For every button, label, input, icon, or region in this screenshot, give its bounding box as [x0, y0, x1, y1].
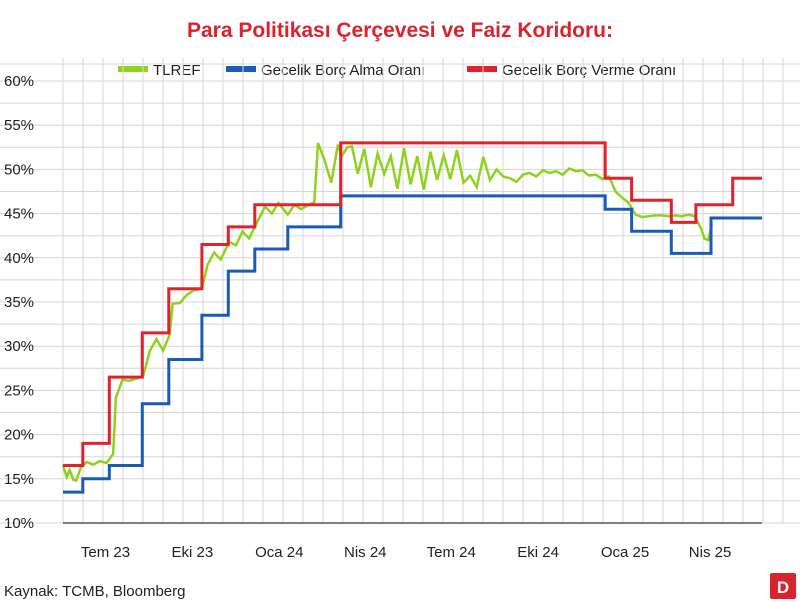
x-tick-label: Eki 23 — [172, 544, 214, 561]
y-tick-label: 20% — [4, 427, 34, 444]
brand-badge-box — [770, 573, 796, 599]
x-axis-ticks: Tem 23 Eki 23 Oca 24 Nis 24 Tem 24 Eki 24 Oca … — [81, 544, 731, 561]
y-tick-label: 60% — [4, 73, 34, 90]
x-tick-label: Eki 24 — [517, 544, 559, 561]
chart-title: Para Politikası Çerçevesi ve Faiz Korido… — [187, 19, 613, 42]
x-tick-label: Oca 24 — [255, 544, 303, 561]
y-axis-ticks: 60% 55% 50% 45% 40% 35% 30% 25% 20% 15% 10% — [4, 73, 34, 532]
series-lend-rate-line — [63, 141, 762, 467]
series-borrow-rate-line — [63, 194, 762, 494]
series-layer — [61, 141, 762, 494]
x-tick-label: Nis 24 — [344, 544, 387, 561]
x-tick-label: Nis 25 — [689, 544, 732, 561]
y-tick-label: 50% — [4, 161, 34, 178]
x-tick-label: Oca 25 — [601, 544, 649, 561]
legend-item-tlref: TLREF — [118, 62, 201, 79]
legend-swatch — [118, 66, 148, 72]
brand-badge: D — [770, 573, 796, 599]
legend-swatch — [226, 66, 256, 72]
y-tick-label: 25% — [4, 382, 34, 399]
source-note: Kaynak: TCMB, Bloomberg — [4, 583, 185, 600]
y-tick-label: 45% — [4, 206, 34, 223]
brand-badge-letter: D — [777, 578, 789, 597]
legend-label: Gecelik Borç Verme Oranı — [502, 62, 676, 79]
legend-swatch — [467, 66, 497, 72]
grid — [0, 58, 800, 524]
legend-item-lend-rate: Gecelik Borç Verme Oranı — [467, 62, 676, 79]
y-tick-label: 55% — [4, 117, 34, 134]
y-tick-label: 35% — [4, 294, 34, 311]
y-tick-label: 40% — [4, 250, 34, 267]
y-tick-label: 10% — [4, 515, 34, 532]
x-tick-label: Tem 23 — [81, 544, 130, 561]
x-tick-label: Tem 24 — [427, 544, 476, 561]
y-tick-label: 30% — [4, 338, 34, 355]
y-tick-label: 15% — [4, 471, 34, 488]
legend-label: TLREF — [153, 62, 201, 79]
